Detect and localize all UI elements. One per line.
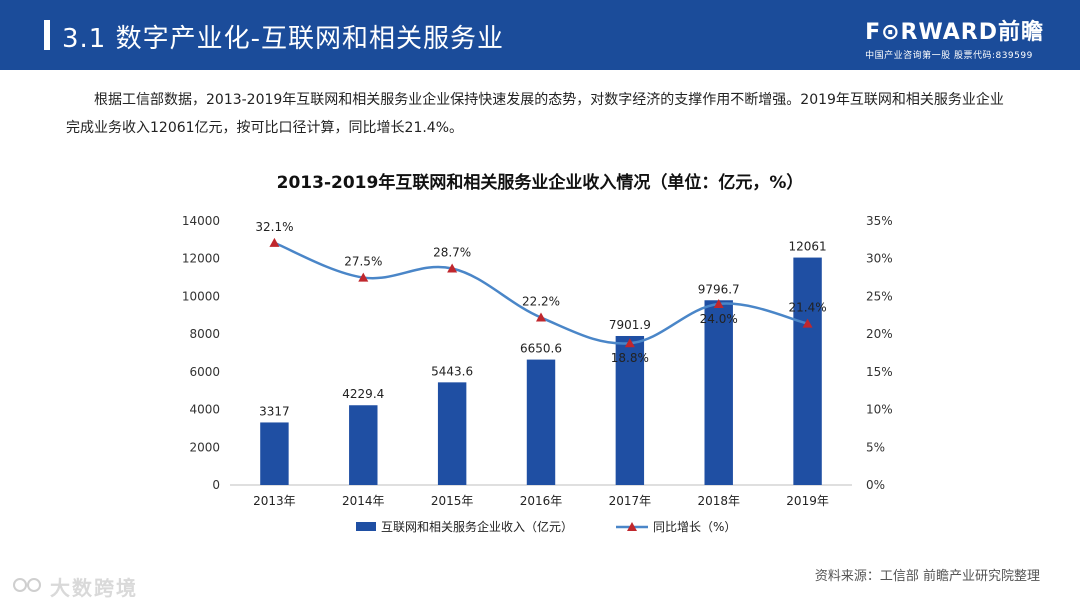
revenue-bar	[437, 382, 467, 485]
brand-logo: F⊙RWARD前瞻	[865, 20, 1044, 45]
x-category-label: 2019年	[786, 494, 829, 508]
growth-point	[536, 312, 546, 322]
right-tick-label: 25%	[866, 289, 893, 303]
x-category-label: 2016年	[520, 494, 563, 508]
growth-point	[624, 338, 635, 348]
right-tick-label: 10%	[866, 403, 893, 417]
watermark-icon	[12, 574, 46, 600]
chart-legend: 互联网和相关服务企业收入（亿元） 同比增长（%）	[356, 519, 736, 534]
header-banner: 3.1 数字产业化-互联网和相关服务业 F⊙RWARD前瞻 中国产业咨询第一股 …	[0, 0, 1080, 70]
revenue-bar-label: 4229.4	[342, 387, 384, 401]
revenue-bar-label: 5443.6	[431, 364, 473, 378]
growth-label: 18.8%	[611, 351, 649, 365]
x-axis-categories: 2013年 2014年 2015年 2016年 2017年 2018年 2019年	[253, 494, 829, 508]
x-category-label: 2018年	[697, 494, 740, 508]
left-tick-label: 10000	[182, 289, 220, 303]
revenue-bar-label: 6650.6	[520, 342, 562, 356]
growth-label: 28.7%	[433, 246, 471, 260]
revenue-bar	[260, 422, 289, 485]
x-category-label: 2017年	[609, 494, 652, 508]
revenue-bar	[615, 335, 645, 485]
title-accent-bar	[44, 20, 50, 50]
right-tick-label: 20%	[866, 327, 893, 341]
left-tick-label: 6000	[189, 365, 220, 379]
left-tick-label: 2000	[189, 440, 220, 454]
growth-label: 32.1%	[255, 220, 293, 234]
revenue-bar-label: 9796.7	[698, 282, 740, 296]
right-tick-label: 35%	[866, 214, 893, 228]
legend-bar-swatch	[356, 522, 376, 531]
left-axis-ticks: 0 2000 4000 6000 8000 10000 12000 14000	[182, 214, 852, 492]
left-tick-label: 4000	[189, 403, 220, 417]
chart-title: 2013-2019年互联网和相关服务业企业收入情况（单位：亿元，%）	[276, 173, 804, 193]
legend-bar-label: 互联网和相关服务企业收入（亿元）	[381, 519, 573, 534]
revenue-bar	[704, 300, 733, 485]
growth-point	[802, 318, 813, 328]
right-tick-label: 15%	[866, 365, 893, 379]
intro-paragraph: 根据工信部数据，2013-2019年互联网和相关服务业企业保持快速发展的态势，对…	[66, 92, 1004, 136]
right-tick-label: 0%	[866, 478, 885, 492]
page-title: 3.1 数字产业化-互联网和相关服务业	[62, 24, 504, 54]
brand-subtitle: 中国产业咨询第一股 股票代码:839599	[865, 51, 1033, 61]
growth-label: 27.5%	[344, 255, 382, 269]
revenue-bar-label: 7901.9	[609, 318, 651, 332]
revenue-bar-label: 12061	[788, 240, 826, 254]
left-tick-label: 14000	[182, 214, 220, 228]
x-category-label: 2014年	[342, 494, 385, 508]
legend-line-marker	[627, 522, 637, 531]
revenue-bar	[526, 359, 556, 485]
revenue-bar-label: 3317	[259, 404, 290, 418]
growth-label: 22.2%	[522, 295, 560, 309]
revenue-bar	[793, 257, 822, 485]
left-tick-label: 8000	[189, 327, 220, 341]
right-tick-label: 5%	[866, 440, 885, 454]
growth-point	[358, 272, 369, 282]
right-tick-label: 30%	[866, 252, 893, 266]
growth-point	[447, 263, 458, 273]
growth-label: 24.0%	[700, 312, 738, 326]
x-category-label: 2015年	[431, 494, 474, 508]
revenue-bar	[349, 405, 378, 485]
revenue-bars	[260, 257, 822, 485]
right-axis-ticks: 0% 5% 10% 15% 20% 25% 30% 35%	[866, 214, 893, 492]
left-tick-label: 12000	[182, 252, 220, 266]
growth-line: 32.1% 27.5% 28.7% 22.2% 18.8% 24.0% 21.4%	[255, 220, 826, 365]
growth-label: 21.4%	[789, 301, 827, 315]
brand-block: F⊙RWARD前瞻 中国产业咨询第一股 股票代码:839599	[865, 14, 1044, 61]
left-tick-label: 0	[212, 478, 220, 492]
growth-point	[269, 237, 280, 247]
source-note: 资料来源：工信部 前瞻产业研究院整理	[814, 569, 1040, 584]
watermark-text: 大数跨境	[50, 576, 138, 600]
x-category-label: 2013年	[253, 494, 296, 508]
revenue-bar-labels: 3317 4229.4 5443.6 6650.6 7901.9 9796.7 12061	[259, 240, 827, 419]
legend-line-label: 同比增长（%）	[653, 520, 736, 534]
growth-point	[713, 298, 724, 308]
